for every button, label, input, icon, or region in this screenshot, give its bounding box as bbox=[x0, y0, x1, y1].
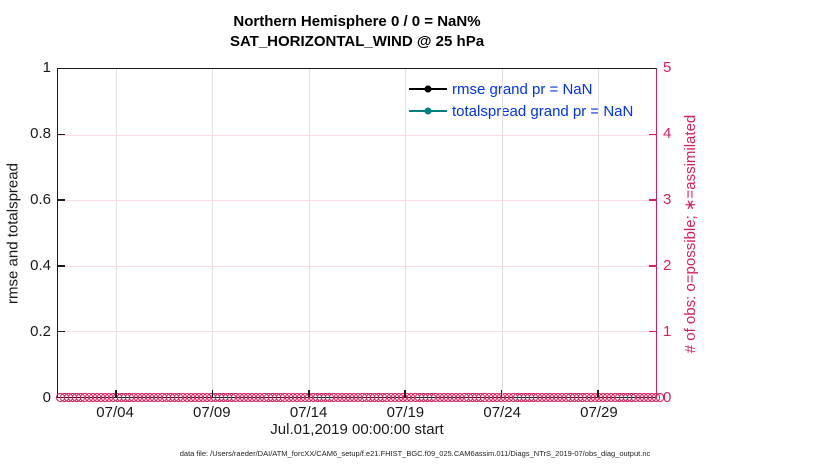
y-tick-label-left: 0.8 bbox=[30, 125, 51, 142]
y-tick-mark-right bbox=[649, 199, 656, 201]
y-tick-mark-right bbox=[649, 133, 656, 136]
legend: rmse grand pr = NaN totalspread grand pr … bbox=[409, 78, 633, 122]
y-axis-label-left: rmse and totalspread bbox=[4, 163, 22, 304]
legend-row: rmse grand pr = NaN bbox=[409, 78, 633, 100]
y-tick-label-left: 0 bbox=[42, 389, 51, 406]
y-tick-label-left: 1 bbox=[42, 59, 51, 76]
y-gridline bbox=[58, 200, 656, 202]
y-tick-label-left: 0.6 bbox=[30, 191, 51, 208]
x-gridline bbox=[115, 69, 117, 397]
y-tick-mark-right bbox=[649, 330, 656, 333]
data-file-caption: data file: /Users/raeder/DAI/ATM_forcXX/… bbox=[179, 449, 651, 458]
y-tick-mark-left bbox=[58, 199, 65, 201]
legend-entry-label: totalspread grand pr = NaN bbox=[452, 102, 634, 120]
x-gridline bbox=[405, 69, 407, 397]
legend-marker-dot bbox=[424, 85, 432, 93]
x-tick-mark bbox=[597, 390, 599, 397]
y-tick-mark-right bbox=[649, 265, 656, 267]
x-gridline bbox=[212, 69, 214, 397]
x-tick-mark bbox=[211, 390, 214, 397]
legend-marker-dot bbox=[424, 107, 432, 115]
y-tick-label-right: 2 bbox=[663, 257, 672, 274]
y-gridline bbox=[58, 265, 656, 267]
y-tick-label-right: 0 bbox=[663, 389, 672, 406]
x-tick-label: 07/14 bbox=[289, 404, 328, 421]
legend-line-sample bbox=[409, 85, 447, 93]
y-tick-mark-left bbox=[58, 330, 65, 333]
y-tick-label-right: 5 bbox=[663, 59, 672, 76]
x-gridline bbox=[308, 69, 310, 397]
chart-title: Northern Hemisphere 0 / 0 = NaN% SAT_HOR… bbox=[57, 12, 657, 52]
chart-title-line2: SAT_HORIZONTAL_WIND @ 25 hPa bbox=[229, 33, 485, 50]
x-tick-label: 07/29 bbox=[580, 404, 618, 421]
x-tick-mark bbox=[500, 390, 503, 397]
y-tick-label-left: 0.4 bbox=[30, 257, 51, 274]
x-tick-label: 07/09 bbox=[193, 404, 231, 421]
plot-area: rmse grand pr = NaN totalspread grand pr … bbox=[56, 68, 665, 402]
x-gridline bbox=[598, 69, 600, 397]
y-tick-label-right: 1 bbox=[663, 323, 672, 340]
x-tick-label: 07/19 bbox=[386, 404, 425, 421]
x-tick-label: 07/24 bbox=[483, 404, 521, 421]
x-gridline bbox=[501, 69, 503, 397]
legend-row: totalspread grand pr = NaN bbox=[409, 100, 633, 122]
x-tick-label: 07/04 bbox=[96, 404, 134, 421]
x-tick-mark bbox=[307, 390, 310, 397]
chart-title-line1: Northern Hemisphere 0 / 0 = NaN% bbox=[233, 13, 481, 30]
legend-line-sample bbox=[409, 107, 447, 115]
obs-zero-marker-band bbox=[56, 393, 665, 402]
y-gridline bbox=[58, 134, 656, 136]
x-axis-label: Jul.01,2019 00:00:00 start bbox=[270, 421, 444, 438]
y-tick-mark-left bbox=[58, 133, 65, 136]
y-axis-label-right: # of obs: o=possible; ∗=assimilated bbox=[682, 114, 699, 354]
y-tick-label-right: 3 bbox=[663, 191, 672, 208]
legend-entry-label: rmse grand pr = NaN bbox=[452, 80, 593, 98]
y-tick-label-right: 4 bbox=[663, 125, 672, 142]
obs-count-marker bbox=[655, 393, 665, 402]
y-tick-mark-left bbox=[58, 265, 65, 267]
y-gridline bbox=[58, 331, 656, 333]
y-tick-label-left: 0.2 bbox=[30, 323, 51, 340]
x-tick-mark bbox=[404, 390, 407, 397]
x-tick-mark bbox=[115, 390, 117, 397]
